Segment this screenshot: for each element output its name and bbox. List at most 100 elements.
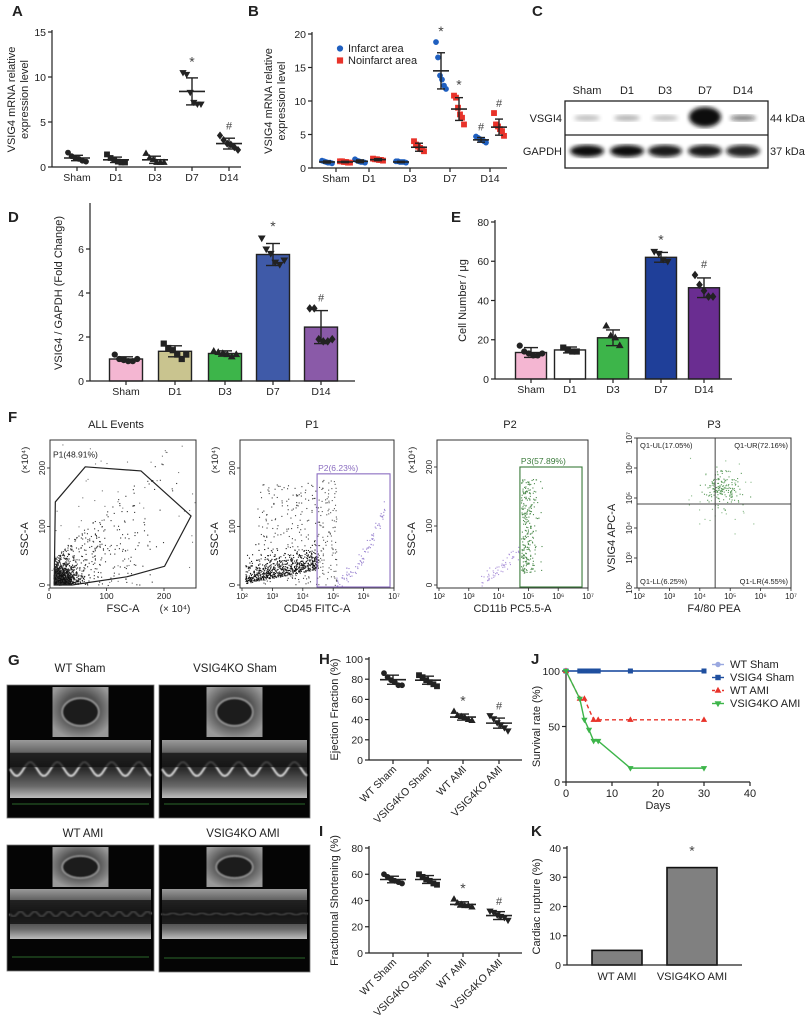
event-dot bbox=[540, 512, 542, 514]
echo-image-label: WT AMI bbox=[63, 828, 104, 840]
lane-label: D1 bbox=[620, 85, 634, 97]
event-dot bbox=[81, 576, 83, 578]
event-dot bbox=[56, 510, 58, 512]
echo-ventricle bbox=[61, 855, 100, 879]
blot-band bbox=[648, 145, 682, 157]
significance-mark: # bbox=[496, 896, 503, 908]
event-dot bbox=[71, 569, 73, 571]
event-dot bbox=[725, 460, 727, 462]
event-dot bbox=[70, 549, 72, 551]
event-dot bbox=[729, 495, 731, 497]
event-dot bbox=[320, 514, 322, 517]
event-dot bbox=[298, 566, 300, 568]
event-dot bbox=[116, 529, 118, 531]
event-dot bbox=[249, 580, 251, 583]
gate-rect[interactable] bbox=[519, 466, 583, 588]
event-dot bbox=[284, 552, 286, 555]
event-dot bbox=[83, 549, 86, 551]
y-tick-label: 100 bbox=[345, 654, 363, 666]
event-dot bbox=[312, 562, 314, 564]
echo-ventricle bbox=[215, 855, 254, 879]
event-dot bbox=[489, 567, 491, 569]
legend-label: VSIG4KO AMI bbox=[730, 698, 800, 710]
events bbox=[481, 479, 543, 587]
event-dot bbox=[258, 572, 260, 574]
event-dot bbox=[298, 569, 300, 571]
event-dot bbox=[255, 544, 257, 546]
event-dot bbox=[255, 559, 258, 561]
event-dot bbox=[76, 577, 78, 579]
event-dot bbox=[740, 472, 742, 474]
event-dot bbox=[529, 499, 531, 501]
event-dot bbox=[310, 562, 312, 564]
event-dot bbox=[525, 530, 527, 532]
event-dot bbox=[528, 547, 530, 549]
bar bbox=[666, 866, 718, 966]
event-dot bbox=[299, 566, 301, 568]
echo-image[interactable]: VSIG4KO Sham bbox=[158, 663, 311, 819]
event-dot bbox=[126, 565, 128, 567]
event-dot bbox=[525, 565, 527, 567]
event-dot bbox=[315, 556, 317, 558]
event-dot bbox=[317, 559, 320, 561]
event-dot bbox=[724, 479, 726, 481]
event-dot bbox=[80, 577, 82, 579]
event-dot bbox=[245, 577, 247, 579]
event-dot bbox=[258, 578, 260, 580]
event-dot bbox=[135, 564, 137, 566]
event-dot bbox=[144, 518, 146, 520]
significance-mark: # bbox=[496, 701, 503, 713]
gate-polygon[interactable] bbox=[53, 466, 192, 586]
event-dot bbox=[264, 565, 266, 567]
event-dot bbox=[727, 489, 730, 492]
event-dot bbox=[721, 481, 723, 483]
event-dot bbox=[66, 571, 68, 573]
event-dot bbox=[333, 508, 336, 510]
event-dot bbox=[269, 554, 271, 556]
event-dot bbox=[272, 527, 274, 530]
event-dot bbox=[136, 532, 139, 534]
event-dot bbox=[299, 554, 301, 557]
event-dot bbox=[268, 490, 270, 492]
event-dot bbox=[61, 570, 63, 572]
event-dot bbox=[63, 555, 65, 557]
event-dot bbox=[523, 504, 525, 506]
event-dot bbox=[528, 497, 530, 499]
event-dot bbox=[58, 566, 61, 568]
m-mode-trace bbox=[162, 740, 307, 798]
event-dot bbox=[270, 564, 272, 566]
event-dot bbox=[483, 576, 485, 578]
event-dot bbox=[521, 556, 523, 558]
event-dot bbox=[523, 572, 525, 574]
event-dot bbox=[334, 496, 336, 498]
event-dot bbox=[284, 557, 287, 559]
event-dot bbox=[283, 566, 285, 568]
event-dot bbox=[80, 537, 82, 539]
event-dot bbox=[293, 566, 296, 568]
event-dot bbox=[276, 528, 278, 530]
echo-image[interactable]: WT Sham bbox=[6, 663, 155, 819]
event-dot bbox=[259, 577, 261, 579]
event-dot bbox=[363, 558, 365, 560]
legend-item: WT AMI bbox=[712, 685, 769, 697]
event-dot bbox=[314, 540, 316, 542]
event-dot bbox=[59, 581, 61, 583]
event-dot bbox=[282, 564, 284, 566]
event-dot bbox=[287, 572, 289, 575]
event-dot bbox=[68, 558, 70, 560]
event-dot bbox=[54, 583, 56, 585]
event-dot bbox=[271, 506, 273, 508]
event-dot bbox=[524, 486, 526, 488]
event-dot bbox=[62, 553, 65, 555]
event-dot bbox=[63, 557, 65, 559]
event-dot bbox=[249, 562, 251, 564]
echo-image[interactable]: WT AMI bbox=[6, 828, 155, 972]
echo-image[interactable]: VSIG4KO AMI bbox=[158, 828, 311, 973]
gate-rect[interactable] bbox=[316, 473, 391, 588]
event-dot bbox=[274, 575, 276, 577]
event-dot bbox=[699, 509, 701, 511]
event-dot bbox=[322, 481, 324, 483]
event-dot bbox=[96, 546, 98, 548]
event-dot bbox=[68, 553, 70, 555]
series-1 bbox=[563, 668, 707, 674]
